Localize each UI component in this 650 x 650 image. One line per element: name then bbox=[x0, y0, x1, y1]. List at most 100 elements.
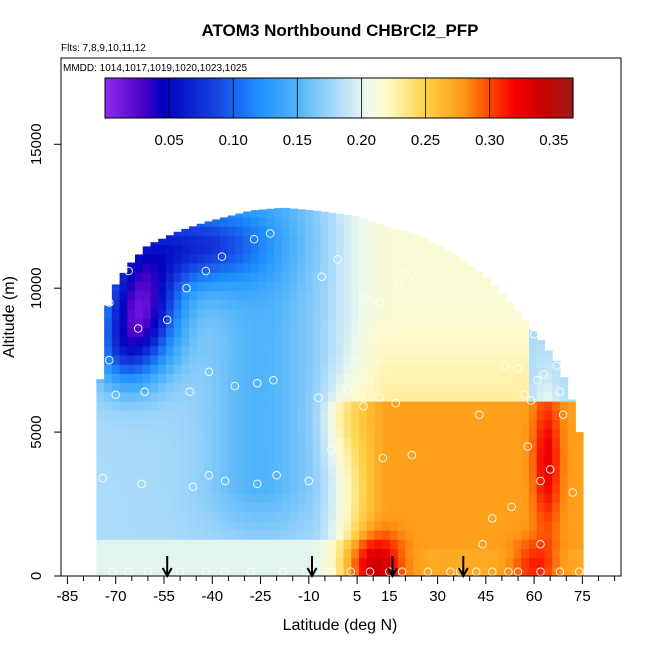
heatmap-cell bbox=[312, 391, 321, 402]
heatmap-cell bbox=[304, 299, 314, 310]
heatmap-cell bbox=[528, 354, 538, 365]
heatmap-cell bbox=[274, 253, 283, 264]
heatmap-cell bbox=[459, 548, 468, 559]
heatmap-cell bbox=[544, 410, 553, 421]
heatmap-cell bbox=[312, 364, 321, 375]
heatmap-cell bbox=[351, 216, 360, 218]
heatmap-cell bbox=[204, 428, 213, 439]
heatmap-cell bbox=[150, 520, 159, 531]
heatmap-cell bbox=[382, 493, 391, 503]
heatmap-cell bbox=[104, 539, 113, 549]
heatmap-cell bbox=[420, 308, 430, 319]
heatmap-cell bbox=[559, 557, 569, 568]
heatmap-cell bbox=[119, 566, 128, 576]
heatmap-cell bbox=[436, 299, 445, 310]
heatmap-cell bbox=[204, 382, 213, 393]
heatmap-cell bbox=[96, 447, 105, 457]
heatmap-cell bbox=[335, 391, 345, 402]
heatmap-cell bbox=[158, 244, 167, 255]
heatmap-cell bbox=[482, 391, 491, 402]
heatmap-cell bbox=[343, 566, 352, 576]
heatmap-cell bbox=[382, 262, 391, 273]
heatmap-cell bbox=[528, 511, 538, 522]
heatmap-cell bbox=[142, 502, 152, 513]
heatmap-cell bbox=[227, 566, 237, 576]
heatmap-cell bbox=[366, 382, 376, 393]
heatmap-cell bbox=[536, 539, 545, 549]
heatmap-cell bbox=[351, 354, 360, 365]
heatmap-cell bbox=[212, 226, 221, 236]
heatmap-cell bbox=[382, 539, 391, 549]
heatmap-cell bbox=[474, 318, 484, 328]
heatmap-cell bbox=[420, 290, 430, 301]
heatmap-cell bbox=[127, 483, 136, 494]
heatmap-cell bbox=[397, 520, 406, 531]
heatmap-cell bbox=[150, 382, 159, 393]
heatmap-cell bbox=[343, 327, 352, 338]
colorbar-swatch bbox=[250, 78, 254, 118]
heatmap-cell bbox=[505, 419, 515, 430]
heatmap-cell bbox=[474, 391, 484, 402]
heatmap-cell bbox=[443, 382, 453, 393]
heatmap-cell bbox=[575, 529, 584, 540]
heatmap-cell bbox=[304, 235, 314, 246]
heatmap-cell bbox=[312, 226, 321, 236]
heatmap-cell bbox=[304, 401, 314, 411]
heatmap-cell bbox=[467, 437, 476, 448]
heatmap-cell bbox=[212, 548, 221, 559]
heatmap-cell bbox=[320, 520, 329, 531]
heatmap-cell bbox=[158, 529, 167, 540]
heatmap-cell bbox=[366, 456, 376, 467]
heatmap-cell bbox=[297, 410, 306, 421]
heatmap-cell bbox=[513, 345, 522, 356]
heatmap-cell bbox=[521, 373, 530, 384]
heatmap-cell bbox=[312, 511, 321, 522]
heatmap-cell bbox=[544, 354, 553, 365]
heatmap-cell bbox=[219, 456, 229, 467]
heatmap-cell bbox=[150, 364, 159, 375]
heatmap-cell bbox=[513, 529, 522, 540]
heatmap-cell bbox=[312, 262, 321, 273]
colorbar-swatch bbox=[136, 78, 140, 118]
heatmap-cell bbox=[498, 364, 507, 375]
heatmap-cell bbox=[212, 219, 221, 227]
heatmap-cell bbox=[359, 373, 368, 384]
heatmap-cell bbox=[281, 401, 291, 411]
heatmap-cell bbox=[320, 364, 329, 375]
heatmap-cell bbox=[443, 493, 453, 503]
heatmap-cell bbox=[158, 373, 167, 384]
heatmap-cell bbox=[189, 364, 198, 375]
colorbar-swatch bbox=[513, 78, 517, 118]
colorbar-swatch bbox=[320, 78, 324, 118]
heatmap-cell bbox=[304, 318, 314, 328]
heatmap-cell bbox=[274, 456, 283, 467]
heatmap-cell bbox=[158, 483, 167, 494]
heatmap-cell bbox=[189, 345, 198, 356]
heatmap-cell bbox=[189, 290, 198, 301]
heatmap-cell bbox=[536, 410, 545, 421]
heatmap-cell bbox=[575, 520, 584, 531]
heatmap-cell bbox=[544, 511, 553, 522]
heatmap-cell bbox=[189, 447, 198, 457]
heatmap-cell bbox=[420, 238, 430, 246]
heatmap-cell bbox=[335, 281, 345, 292]
heatmap-cell bbox=[351, 373, 360, 384]
heatmap-cell bbox=[413, 529, 422, 540]
heatmap-cell bbox=[544, 474, 553, 485]
heatmap-cell bbox=[436, 428, 445, 439]
heatmap-cell bbox=[142, 511, 152, 522]
heatmap-cell bbox=[413, 327, 422, 338]
heatmap-cell bbox=[413, 493, 422, 503]
heatmap-cell bbox=[397, 364, 406, 375]
heatmap-cell bbox=[351, 401, 360, 411]
x-tick-label: -55 bbox=[153, 588, 175, 605]
sample-marker bbox=[272, 471, 281, 480]
heatmap-cell bbox=[359, 272, 368, 282]
heatmap-cell bbox=[436, 557, 445, 568]
heatmap-cell bbox=[227, 391, 237, 402]
sample-marker bbox=[314, 393, 323, 402]
heatmap-cell bbox=[312, 290, 321, 301]
heatmap-cell bbox=[413, 299, 422, 310]
heatmap-cell bbox=[181, 318, 190, 328]
heatmap-cell bbox=[312, 253, 321, 264]
